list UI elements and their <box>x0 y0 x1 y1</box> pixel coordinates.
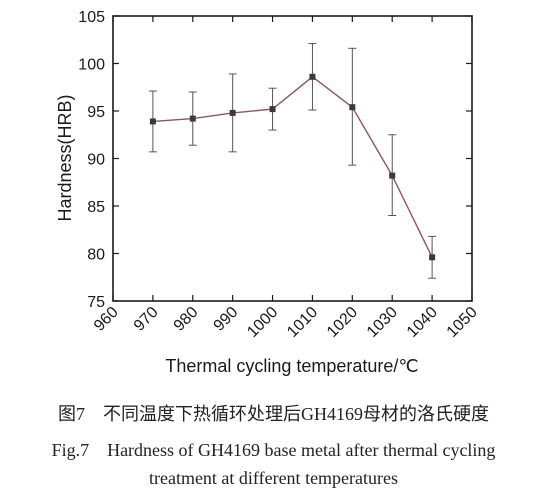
y-tick-label: 80 <box>87 247 105 264</box>
data-point <box>349 104 356 111</box>
y-tick-label: 75 <box>87 294 105 311</box>
x-tick-label: 1040 <box>404 304 441 341</box>
x-tick-label: 1050 <box>444 304 481 341</box>
data-point <box>189 115 196 122</box>
x-axis-ticks: 960 970 980 990 1000 1010 1020 1030 1040 1050 <box>91 16 481 341</box>
x-tick-label: 1020 <box>324 304 361 341</box>
plot-frame <box>112 15 473 302</box>
data-point <box>229 109 236 116</box>
y-tick-label: 90 <box>87 152 105 169</box>
data-point <box>389 172 396 179</box>
y-tick-label: 100 <box>78 57 105 74</box>
y-tick-label: 95 <box>87 104 105 121</box>
y-axis-title: Hardness(HRB) <box>55 94 75 221</box>
series-group <box>148 43 437 279</box>
y-tick-label: 105 <box>78 9 105 26</box>
x-tick-label: 980 <box>171 304 202 335</box>
x-tick-label: 990 <box>211 304 242 335</box>
x-axis-title: Thermal cycling temperature/℃ <box>165 356 418 376</box>
y-axis-ticks: 75 80 85 90 95 100 105 <box>78 9 472 311</box>
data-point <box>309 73 316 80</box>
series-line <box>152 75 433 258</box>
y-tick-label: 85 <box>87 199 105 216</box>
x-tick-label: 1000 <box>244 304 281 341</box>
data-point <box>429 254 436 261</box>
x-tick-label: 970 <box>131 304 162 335</box>
data-point <box>269 106 276 113</box>
x-tick-label: 1030 <box>364 304 401 341</box>
x-tick-label: 1010 <box>284 304 321 341</box>
data-point <box>149 118 156 125</box>
figure-caption-chinese: 图7 不同温度下热循环处理后GH4169母材的洛氏硬度 <box>58 404 489 424</box>
figure-caption-english-line1: Fig.7 Hardness of GH4169 base metal afte… <box>51 440 496 460</box>
figure-caption-english-line2: treatment at different temperatures <box>148 468 399 488</box>
